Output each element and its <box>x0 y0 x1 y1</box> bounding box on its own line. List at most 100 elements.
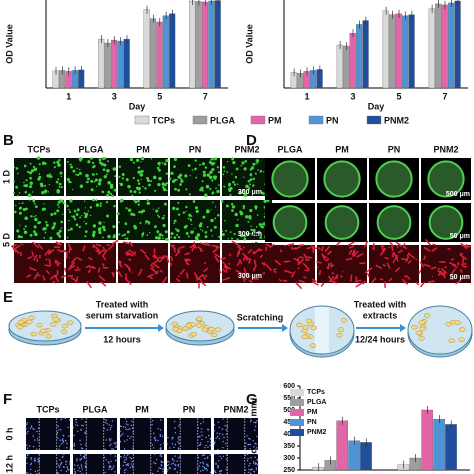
fiber <box>327 262 330 270</box>
panel-letter: F <box>3 391 12 408</box>
image-bg <box>73 454 117 474</box>
fiber <box>193 272 199 278</box>
cell <box>218 184 220 186</box>
cell <box>204 457 206 460</box>
cell <box>70 163 72 166</box>
cell <box>99 202 103 205</box>
fiber <box>406 252 411 257</box>
cell <box>208 160 212 164</box>
micrograph <box>25 417 71 451</box>
fiber <box>386 262 391 269</box>
cell <box>127 463 129 465</box>
cell <box>151 420 154 422</box>
cell <box>125 458 128 460</box>
cell <box>213 441 216 444</box>
cell <box>228 184 231 187</box>
cell <box>190 219 192 222</box>
fiber <box>450 268 456 275</box>
cell <box>62 466 64 468</box>
bar <box>169 13 176 89</box>
cell <box>187 217 190 220</box>
cell <box>55 180 59 184</box>
cell <box>29 162 32 165</box>
cell <box>209 471 212 474</box>
cell <box>177 447 180 449</box>
cell <box>87 160 91 164</box>
cell <box>241 191 244 194</box>
cell <box>210 229 213 232</box>
image-bg <box>222 243 272 283</box>
cell <box>161 234 164 237</box>
cell <box>206 457 209 459</box>
column-header: PNM2 <box>234 144 259 154</box>
cell <box>69 461 71 463</box>
cell <box>44 231 47 234</box>
cell <box>173 165 176 168</box>
y-tick-label: 500 <box>283 407 295 414</box>
cell <box>58 229 62 233</box>
cell <box>109 183 114 188</box>
cell <box>58 466 61 469</box>
cell <box>173 236 177 239</box>
bar <box>123 38 130 89</box>
cell <box>13 192 15 194</box>
cell <box>49 175 53 179</box>
bar <box>110 39 117 89</box>
cell <box>252 228 256 233</box>
cell <box>48 183 51 186</box>
fiber <box>102 246 107 252</box>
legend-swatch <box>290 429 304 436</box>
cell <box>62 442 64 444</box>
cell <box>170 171 174 175</box>
fiber <box>298 279 305 283</box>
cell <box>91 173 95 176</box>
cell <box>112 167 117 171</box>
cell-icon <box>172 326 179 332</box>
cell <box>257 464 259 466</box>
cell <box>217 171 221 174</box>
cell <box>130 436 132 438</box>
y-tick-label: 400 <box>283 431 295 438</box>
fiber <box>88 256 93 261</box>
fiber <box>27 256 33 260</box>
cell-icon <box>411 325 418 330</box>
cell <box>106 429 108 431</box>
cell <box>179 455 181 458</box>
cell <box>217 448 219 451</box>
bar <box>448 2 455 89</box>
cell <box>137 203 140 206</box>
cell <box>15 204 17 207</box>
cell <box>231 157 235 161</box>
fiber <box>348 249 353 255</box>
cell <box>166 443 168 445</box>
column-header: PN <box>189 144 202 154</box>
cell <box>172 206 176 211</box>
fiber <box>282 279 288 282</box>
fiber <box>32 241 40 249</box>
cell-icon <box>415 330 423 336</box>
cell <box>106 422 108 425</box>
step-text: 12/24 hours <box>355 334 405 344</box>
cell <box>148 183 151 187</box>
cell <box>60 443 62 445</box>
cell <box>124 459 126 461</box>
cell <box>137 182 141 185</box>
legend-label: PM <box>307 409 318 416</box>
cell <box>63 453 65 455</box>
fiber <box>54 259 61 265</box>
cell <box>185 188 188 191</box>
cell <box>86 180 89 184</box>
cell <box>255 174 258 177</box>
cell <box>177 201 180 204</box>
fiber <box>192 245 198 249</box>
cell <box>232 180 235 184</box>
fiber <box>379 247 387 256</box>
fiber <box>352 250 356 257</box>
cell <box>145 223 147 225</box>
cell <box>79 184 84 189</box>
cell <box>201 180 204 183</box>
cell <box>152 447 155 449</box>
legend-swatch <box>366 115 382 125</box>
fiber <box>211 244 219 248</box>
cell <box>79 225 81 228</box>
